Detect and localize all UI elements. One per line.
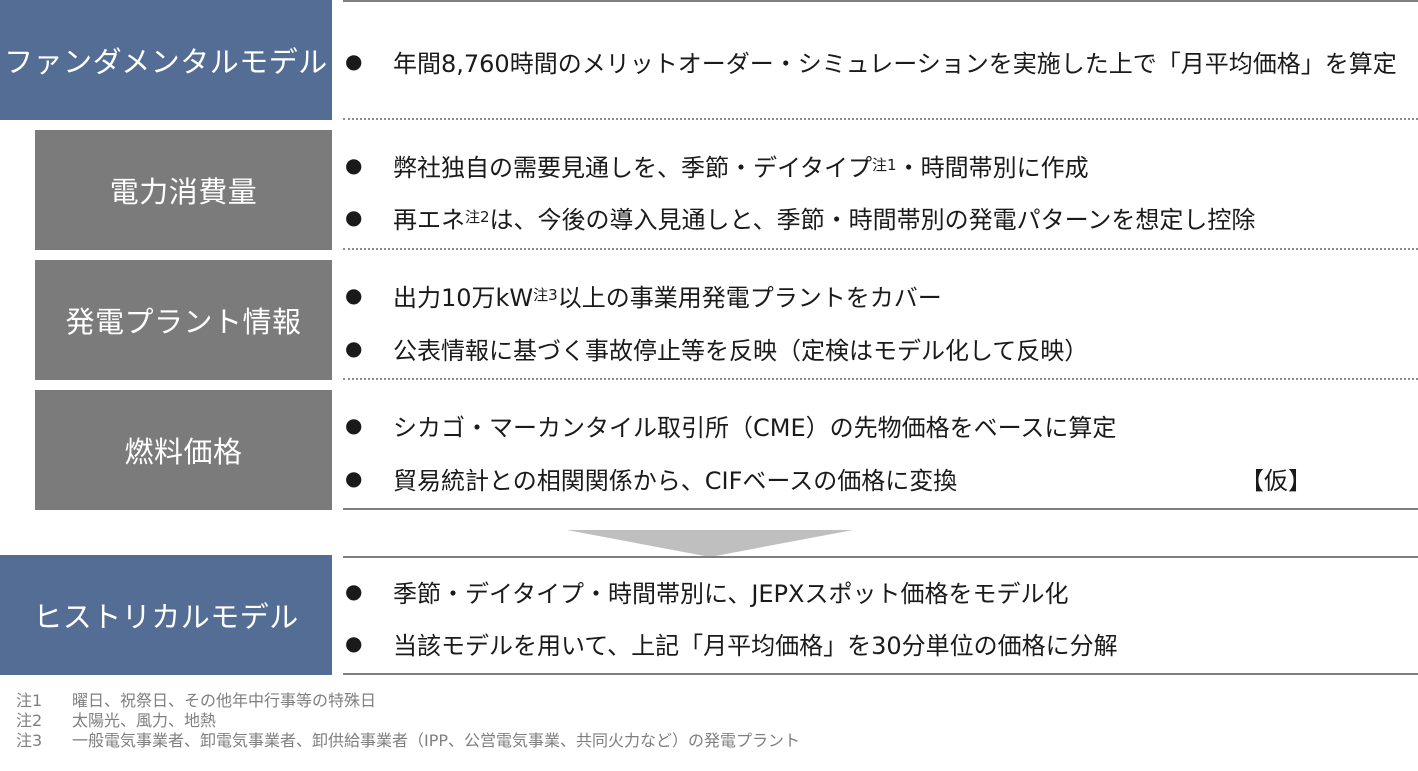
section-label-historical: ヒストリカルモデル xyxy=(0,555,332,675)
list-item: ● 貿易統計との相関関係から、CIFベースの価格に変換 xyxy=(345,466,958,495)
bullet-icon: ● xyxy=(345,153,363,177)
divider xyxy=(343,118,1418,120)
provisional-tag: 【仮】 xyxy=(1240,466,1312,495)
divider xyxy=(343,378,1418,380)
section-label-fundamental: ファンダメンタルモデル xyxy=(0,0,332,120)
bullet-icon: ● xyxy=(345,283,363,307)
list-item: ● 弊社独自の需要見通しを、季節・デイタイプ 注1 ・時間帯別に作成 xyxy=(345,153,1089,182)
list-item: ● 再エネ 注2 は、今後の導入見通しと、季節・時間帯別の発電パターンを想定し控除 xyxy=(345,205,1256,234)
footnote: 注2 太陽光、風力、地熱 xyxy=(16,711,217,730)
divider xyxy=(343,508,1418,510)
list-item: ● 当該モデルを用いて、上記「月平均価格」を30分単位の価格に分解 xyxy=(345,631,1118,660)
bullet-icon: ● xyxy=(345,49,363,73)
bullet-icon: ● xyxy=(345,631,363,655)
bullet-icon: ● xyxy=(345,336,363,360)
list-item: ● 公表情報に基づく事故停止等を反映（定検はモデル化して反映） xyxy=(345,336,1089,365)
section-label-consumption: 電力消費量 xyxy=(35,130,332,250)
bullet-icon: ● xyxy=(345,466,363,490)
down-arrow-icon xyxy=(567,530,853,557)
footnotes: 注1 曜日、祝祭日、その他年中行事等の特殊日 注2 太陽光、風力、地熱 注3 一般電気… xyxy=(16,691,800,751)
section-label-plant: 発電プラント情報 xyxy=(35,260,332,380)
footnote: 注1 曜日、祝祭日、その他年中行事等の特殊日 xyxy=(16,691,377,710)
divider xyxy=(343,673,1418,675)
bullet-icon: ● xyxy=(345,579,363,603)
footnote: 注3 一般電気事業者、卸電気事業者、卸供給事業者（IPP、公営電気事業、共同火力な… xyxy=(16,731,801,750)
list-item: ● 年間8,760時間のメリットオーダー・シミュレーションを実施した上で「月平均… xyxy=(345,49,1397,78)
list-item: ● 出力10万kW 注3 以上の事業用発電プラントをカバー xyxy=(345,283,942,312)
section-label-fuel: 燃料価格 xyxy=(35,390,332,510)
divider xyxy=(343,248,1418,250)
divider xyxy=(343,556,1418,558)
bullet-icon: ● xyxy=(345,413,363,437)
list-item: ● 季節・デイタイプ・時間帯別に、JEPXスポット価格をモデル化 xyxy=(345,579,1069,608)
list-item: ● シカゴ・マーカンタイル取引所（CME）の先物価格をベースに算定 xyxy=(345,413,1117,442)
bullet-icon: ● xyxy=(345,205,363,229)
divider xyxy=(343,0,1418,2)
